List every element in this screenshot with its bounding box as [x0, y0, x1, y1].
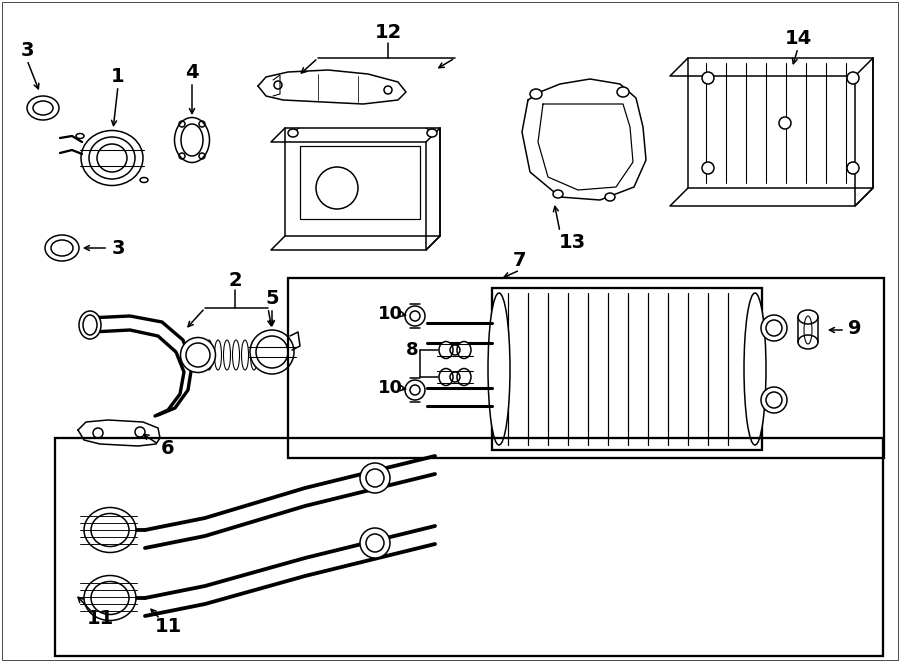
Ellipse shape [81, 130, 143, 185]
Text: 4: 4 [185, 62, 199, 81]
Text: 6: 6 [161, 438, 175, 457]
Text: 3: 3 [20, 40, 34, 60]
Ellipse shape [250, 330, 294, 374]
Text: 10: 10 [377, 305, 402, 323]
Ellipse shape [84, 508, 136, 553]
Ellipse shape [427, 129, 437, 137]
Ellipse shape [761, 387, 787, 413]
Ellipse shape [553, 190, 563, 198]
Ellipse shape [457, 342, 471, 359]
Text: 11: 11 [86, 608, 113, 628]
Ellipse shape [288, 129, 298, 137]
Text: 9: 9 [848, 318, 862, 338]
Ellipse shape [79, 311, 101, 339]
Text: 1: 1 [112, 66, 125, 85]
Text: 14: 14 [785, 28, 812, 48]
Ellipse shape [439, 369, 453, 385]
Ellipse shape [181, 338, 215, 373]
Ellipse shape [847, 162, 859, 174]
Text: 7: 7 [513, 250, 526, 269]
Ellipse shape [617, 87, 629, 97]
Text: 3: 3 [112, 238, 125, 258]
Ellipse shape [175, 117, 210, 162]
Ellipse shape [405, 306, 425, 326]
Ellipse shape [530, 89, 542, 99]
Text: 13: 13 [558, 232, 586, 252]
Ellipse shape [45, 235, 79, 261]
Ellipse shape [702, 72, 714, 84]
Ellipse shape [76, 134, 84, 138]
Ellipse shape [360, 463, 390, 493]
Text: 12: 12 [374, 23, 401, 42]
Ellipse shape [84, 575, 136, 620]
Text: 5: 5 [266, 289, 279, 308]
Ellipse shape [702, 162, 714, 174]
Ellipse shape [457, 369, 471, 385]
Text: 10: 10 [377, 379, 402, 397]
Ellipse shape [405, 380, 425, 400]
Ellipse shape [744, 293, 766, 445]
Text: 8: 8 [406, 341, 419, 359]
Ellipse shape [779, 117, 791, 129]
Ellipse shape [140, 177, 148, 183]
Bar [492, 288, 762, 450]
Text: 2: 2 [229, 271, 242, 289]
Text: 11: 11 [155, 616, 182, 636]
Ellipse shape [360, 528, 390, 558]
Bar [300, 146, 420, 219]
Ellipse shape [761, 315, 787, 341]
Ellipse shape [798, 310, 818, 324]
Bar [55, 438, 883, 656]
Ellipse shape [488, 293, 510, 445]
Ellipse shape [27, 96, 59, 120]
Bar [288, 278, 884, 458]
Ellipse shape [847, 72, 859, 84]
Bar [285, 128, 440, 236]
Ellipse shape [605, 193, 615, 201]
Bar [688, 58, 873, 188]
Ellipse shape [798, 335, 818, 349]
Ellipse shape [439, 342, 453, 359]
